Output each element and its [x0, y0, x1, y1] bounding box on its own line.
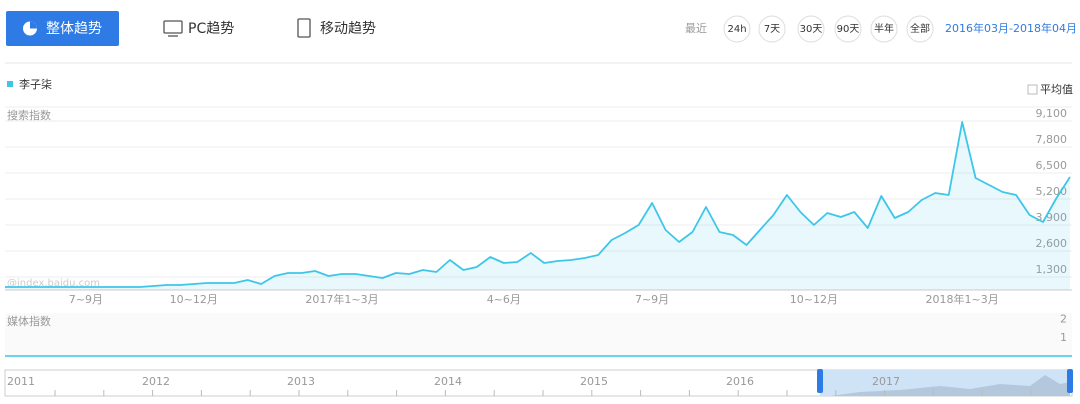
- range-button[interactable]: [758, 15, 786, 43]
- y-axis-title: 媒体指数: [7, 314, 51, 328]
- range-button[interactable]: [834, 15, 862, 43]
- date-range[interactable]: 2016年03月-2018年04月: [945, 21, 1077, 35]
- range-button-label[interactable]: 7天: [764, 24, 780, 35]
- tab[interactable]: 移动趋势: [320, 21, 376, 37]
- range-button[interactable]: [870, 15, 898, 43]
- area: [5, 122, 1070, 290]
- x-tick-label: 4~6月: [487, 293, 521, 306]
- pc-icon: [163, 20, 183, 34]
- y-tick-label: 9,100: [1036, 107, 1068, 120]
- legend-swatch: [7, 81, 13, 87]
- timeline-year: 2013: [287, 375, 315, 388]
- timeline-year: 2015: [580, 375, 608, 388]
- line: [5, 121, 1071, 288]
- timeline-year: 2017: [872, 375, 900, 388]
- y-tick-label: 2,600: [1036, 237, 1068, 250]
- range-button[interactable]: [797, 15, 825, 43]
- range-button-label[interactable]: 30天: [800, 24, 823, 35]
- y-tick-label: 1,300: [1036, 263, 1068, 276]
- range-button[interactable]: [906, 15, 934, 43]
- y-tick-label: 6,500: [1036, 159, 1068, 172]
- x-tick-label: 2018年1~3月: [926, 292, 999, 306]
- range-button-label[interactable]: 90天: [837, 24, 860, 35]
- range-button[interactable]: [723, 15, 751, 43]
- timeline-handle[interactable]: [817, 369, 823, 393]
- y-tick-label: 1: [1060, 331, 1067, 344]
- range-button-label[interactable]: 全部: [910, 22, 930, 35]
- x-tick-label: 2017年1~3月: [305, 292, 378, 306]
- x-tick-label: 10~12月: [170, 293, 218, 306]
- range-button-label[interactable]: 24h: [727, 24, 746, 35]
- range-label: 最近: [685, 22, 707, 35]
- x-tick-label: 10~12月: [790, 293, 838, 306]
- tab[interactable]: PC趋势: [188, 21, 234, 37]
- tab-button-active[interactable]: [6, 11, 119, 46]
- media-panel: [5, 313, 1072, 358]
- pie-icon-slice: [30, 21, 37, 29]
- timeline-preview: [830, 375, 1070, 396]
- mobile-icon: [297, 18, 311, 38]
- average-label[interactable]: 平均值: [1040, 83, 1073, 96]
- timeline-year: 2016: [726, 375, 754, 388]
- y-axis-title: 搜索指数: [7, 108, 51, 122]
- timeline-handle[interactable]: [1067, 369, 1073, 393]
- x-tick-label: 7~9月: [635, 293, 669, 306]
- timeline-year: 2014: [434, 375, 462, 388]
- legend-label: 李子柒: [19, 77, 52, 91]
- x-tick-label: 7~9月: [69, 293, 103, 306]
- range-buttons: 24h 7天 30天 90天 半年 全部: [723, 15, 934, 43]
- timeline-year: 2012: [142, 375, 170, 388]
- y-tick-label: 7,800: [1036, 133, 1068, 146]
- tab[interactable]: 整体趋势: [46, 21, 102, 37]
- y-tick-label: 2: [1060, 313, 1067, 326]
- average-checkbox[interactable]: [1027, 84, 1038, 95]
- range-button-label[interactable]: 半年: [874, 22, 894, 35]
- timeline-year: 2011: [7, 375, 35, 388]
- watermark: @index.baidu.com: [7, 278, 100, 289]
